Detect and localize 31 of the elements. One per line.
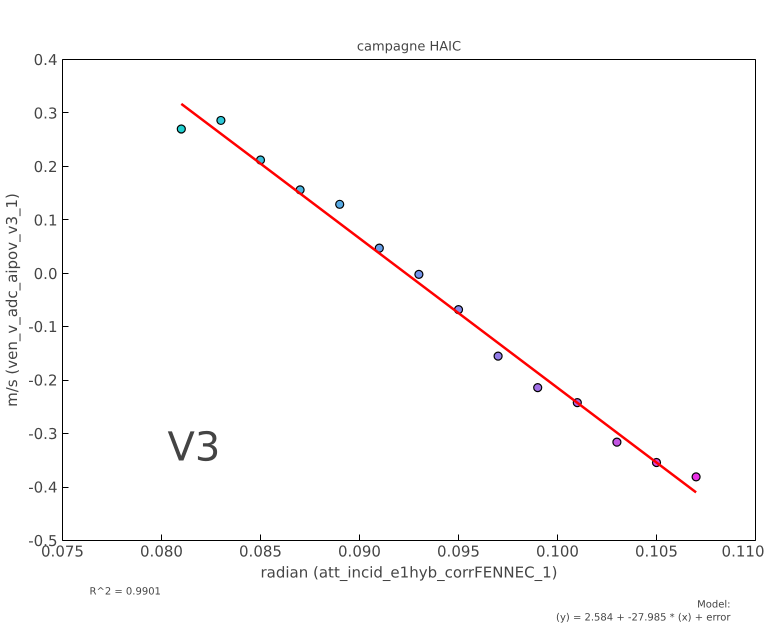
x-tick-label: 0.105 [635, 542, 678, 560]
y-tick-label: -0.4 [28, 478, 58, 497]
point [533, 383, 542, 392]
y-tick-label: 0.4 [34, 51, 58, 69]
annotation: V3 [168, 424, 220, 470]
text: Model: [697, 600, 731, 610]
text: R^2 = 0.9901 [90, 586, 161, 598]
x-tick-label: 0.095 [437, 542, 480, 560]
y-axis-title: m/s (ven_v_adc_aipov_v3_1) [3, 193, 22, 407]
text: (y) = 2.584 + -27.985 * (x) + error [556, 612, 732, 623]
point [216, 116, 226, 126]
y-tick-label: -0.1 [28, 318, 58, 336]
point [176, 124, 186, 134]
x-tick-label: 0.100 [536, 542, 579, 560]
point [692, 472, 701, 482]
x-tick-label: 0.090 [338, 542, 381, 560]
point [335, 200, 344, 209]
y-tick-label: -0.2 [28, 372, 58, 390]
x-tick-label: 0.080 [140, 542, 183, 560]
point [612, 438, 622, 447]
x-axis-title: radian (att_incid_e1hyb_corrFENNEC_1) [260, 564, 558, 582]
y-tick-label: -0.3 [28, 425, 58, 444]
point [414, 270, 424, 279]
y-tick-label: 0.2 [34, 158, 58, 176]
x-tick-label: 0.085 [239, 542, 282, 560]
y-tick-label: 0.3 [34, 104, 58, 122]
y-tick-label: 0.1 [34, 211, 58, 230]
chart-title: campagne HAIC [356, 40, 462, 54]
y-tick-label: 0.0 [34, 264, 58, 283]
x-tick-label: 0.110 [722, 542, 764, 560]
point [494, 352, 503, 361]
